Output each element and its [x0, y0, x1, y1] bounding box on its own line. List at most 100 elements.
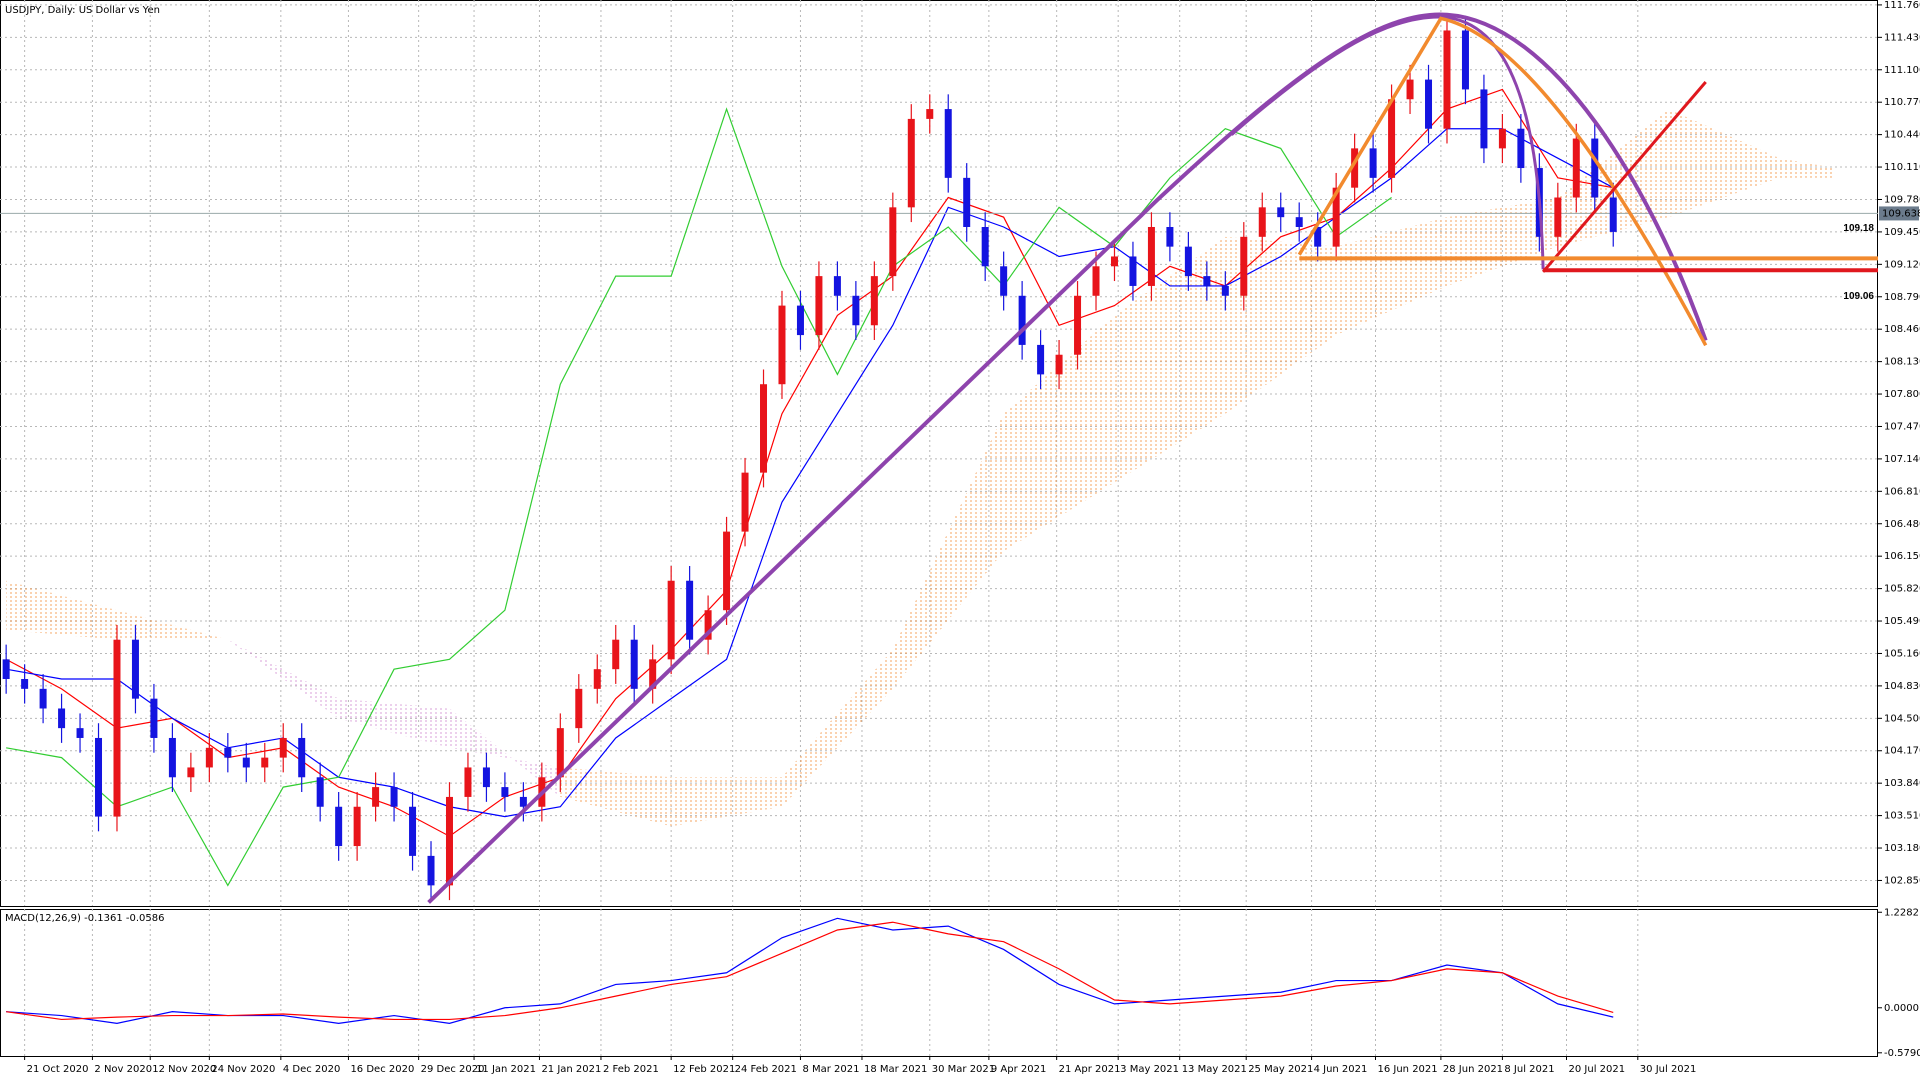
candle-body — [501, 787, 509, 797]
candle-body — [205, 747, 213, 768]
candle-body — [279, 737, 287, 758]
candle-body — [1295, 217, 1303, 227]
candle-body — [870, 276, 878, 326]
x-tick-label: 28 Jun 2021 — [1443, 1064, 1503, 1075]
candle-body — [815, 276, 823, 336]
y-tick-label: 109.450 — [1884, 227, 1920, 238]
x-tick-label: 13 May 2021 — [1182, 1064, 1247, 1075]
candle-body — [1425, 79, 1433, 129]
y-tick-label: 0.0000 — [1884, 1003, 1919, 1014]
candle-body — [464, 767, 472, 797]
candle-body — [1129, 256, 1137, 286]
candle-body — [630, 639, 638, 689]
x-tick-label: 11 Jan 2021 — [476, 1064, 536, 1075]
cloud — [116, 610, 228, 640]
candle-body — [1591, 138, 1599, 198]
candle-body — [1461, 30, 1469, 90]
y-tick-label: 110.110 — [1884, 162, 1920, 173]
candle-body — [907, 118, 915, 208]
macd-line — [6, 921, 1614, 1021]
current-price-box — [1879, 206, 1919, 221]
y-tick-label: 104.170 — [1884, 746, 1920, 757]
candle-body — [1351, 148, 1359, 188]
indicator-line — [5, 88, 1614, 837]
candle-body — [482, 767, 490, 788]
candle-body — [39, 688, 47, 709]
candle-body — [1055, 354, 1063, 375]
x-tick-label: 4 Dec 2020 — [283, 1064, 341, 1075]
y-tick-label: 109.780 — [1884, 194, 1920, 205]
y-tick-label: 111.760 — [1884, 0, 1920, 11]
candle-body — [261, 757, 269, 768]
candle-body — [21, 679, 29, 689]
candle-body — [150, 698, 158, 738]
candle-body — [1166, 226, 1174, 247]
candle-body — [353, 806, 361, 847]
cloud — [1779, 158, 1835, 178]
x-tick-label: 9 Apr 2021 — [991, 1064, 1046, 1075]
candle-body — [1074, 295, 1082, 355]
candle-body — [113, 639, 121, 817]
candle-body — [131, 639, 139, 699]
y-tick-label: 110.440 — [1884, 130, 1920, 141]
x-tick-label: 8 Jul 2021 — [1504, 1064, 1554, 1075]
indicator-panel — [0, 909, 1878, 1057]
candle-body — [796, 305, 804, 336]
indicator-line — [6, 107, 1392, 887]
x-tick-label: 2 Nov 2020 — [94, 1064, 152, 1075]
x-tick-label: 4 Jun 2021 — [1314, 1064, 1368, 1075]
candle-body — [981, 226, 989, 267]
candle-body — [667, 580, 675, 660]
y-tick-label: 106.150 — [1884, 551, 1920, 562]
candle-body — [1147, 226, 1155, 286]
candle-body — [612, 639, 620, 670]
y-tick-label: 106.480 — [1884, 519, 1920, 530]
x-tick-label: 12 Feb 2021 — [673, 1064, 735, 1075]
candle-body — [704, 610, 712, 640]
y-tick-label: 110.770 — [1884, 97, 1920, 108]
candle-body — [372, 787, 380, 807]
y-tick-label: 103.180 — [1884, 843, 1920, 854]
x-tick-label: 25 May 2021 — [1248, 1064, 1313, 1075]
y-tick-label: 108.790 — [1884, 292, 1920, 303]
candle-body — [889, 207, 897, 277]
x-tick-label: 12 Nov 2020 — [152, 1064, 216, 1075]
candle-body — [1572, 138, 1580, 198]
candle-body — [1388, 99, 1396, 178]
candle-body — [1554, 197, 1562, 237]
indicator-line — [6, 128, 1614, 818]
candle-body — [168, 737, 176, 778]
candle-body — [1517, 128, 1525, 169]
x-tick-label: 18 Mar 2021 — [864, 1064, 927, 1075]
candle-body — [519, 796, 527, 807]
candle-body — [852, 295, 860, 326]
candle-body — [649, 659, 657, 689]
candle-body — [1203, 276, 1211, 286]
x-tick-label: 30 Jul 2021 — [1640, 1064, 1697, 1075]
candle-body — [1406, 79, 1414, 100]
candle-body — [187, 767, 195, 778]
candle-body — [1258, 207, 1266, 237]
y-tick-label: 105.160 — [1884, 648, 1920, 659]
candle-body — [445, 796, 453, 886]
candle-body — [1110, 256, 1118, 267]
x-tick-label: 3 May 2021 — [1120, 1064, 1179, 1075]
y-tick-label: -0.5790 — [1884, 1048, 1920, 1059]
candle-body — [316, 777, 324, 807]
candle-body — [1609, 197, 1617, 232]
candle-body — [224, 747, 232, 758]
macd-line — [6, 917, 1614, 1024]
y-tick-label: 103.510 — [1884, 811, 1920, 822]
cloud — [227, 639, 339, 719]
x-tick-label: 16 Dec 2020 — [350, 1064, 414, 1075]
candle-body — [686, 580, 694, 640]
candle-body — [76, 728, 84, 738]
trend-arc — [1230, 15, 1545, 270]
candle-body — [944, 109, 952, 178]
candle-body — [760, 384, 768, 473]
candle-body — [1480, 89, 1488, 149]
candle-body — [95, 737, 103, 817]
y-tick-label: 105.490 — [1884, 616, 1920, 627]
y-tick-label: 102.850 — [1884, 875, 1920, 886]
